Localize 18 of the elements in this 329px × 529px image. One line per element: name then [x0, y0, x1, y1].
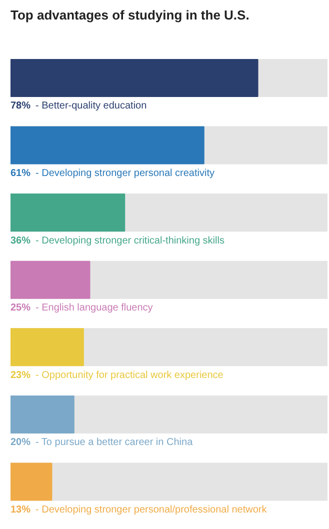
y-tick-label: - Developing stronger personal/professional network — [36, 504, 268, 516]
chart-title: Top advantages of studying in the U.S. — [10, 8, 250, 22]
bar — [10, 462, 52, 501]
data-label: 23% — [10, 370, 31, 381]
data-label: 36% — [10, 235, 31, 246]
data-label: 25% — [10, 302, 31, 314]
y-tick-label: - Opportunity for practical work experience — [36, 370, 224, 381]
y-tick-label: - Developing stronger personal creativity — [36, 168, 214, 180]
data-label: 13% — [10, 504, 31, 516]
y-tick-label: - English language fluency — [36, 302, 153, 314]
bar — [10, 328, 84, 366]
data-label: 20% — [10, 437, 31, 448]
y-tick-label: - To pursue a better career in China — [36, 437, 194, 448]
y-tick-label: - Better-quality education — [36, 100, 147, 112]
bar — [10, 395, 74, 434]
data-label: 78% — [10, 100, 31, 112]
y-tick-label: - Developing stronger critical-thinking skills — [36, 235, 224, 246]
data-label: 61% — [10, 168, 31, 180]
